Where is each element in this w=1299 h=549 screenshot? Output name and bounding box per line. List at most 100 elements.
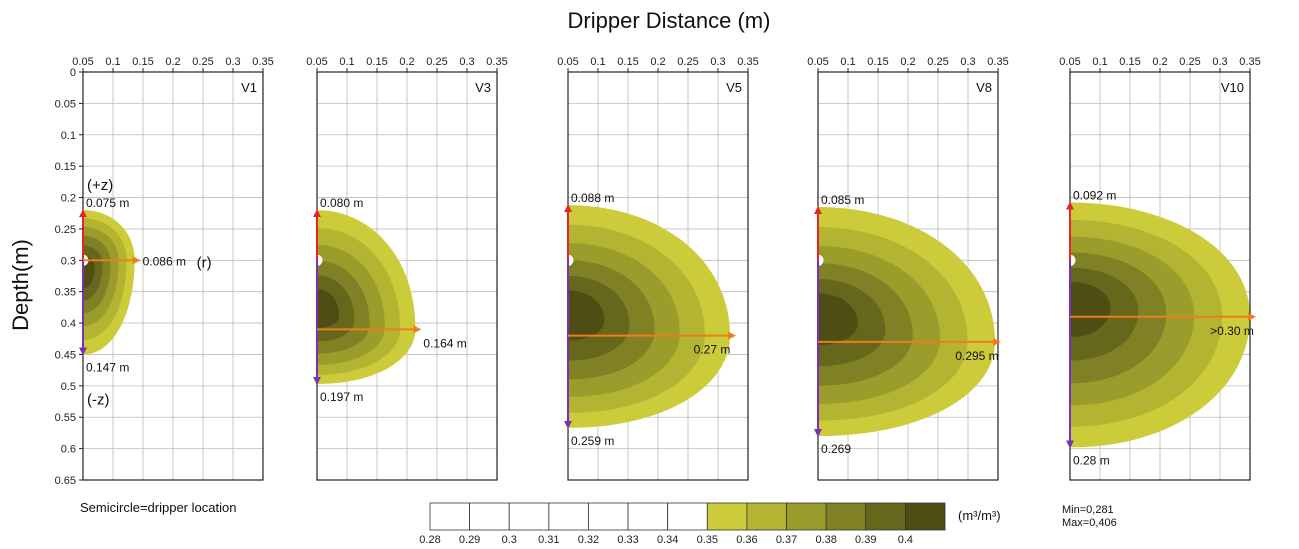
x-tick-label: 0.05 (807, 56, 828, 68)
upward-extent-label: 0.085 m (821, 193, 864, 207)
colorbar-bin (429, 502, 471, 531)
panel-label: V8 (976, 80, 992, 95)
x-tick-label: 0.15 (366, 56, 387, 68)
colorbar-min-label: Min=0,281 (1062, 504, 1114, 516)
colorbar-bin (904, 502, 946, 531)
y-tick-label: 0.6 (61, 444, 76, 456)
colorbar-bin (786, 502, 827, 531)
downward-extent-label: 0.147 m (86, 360, 129, 374)
x-tick-label: 0.2 (165, 56, 180, 68)
upward-extent-label: 0.075 m (86, 196, 129, 210)
x-tick-label: 0.15 (867, 56, 888, 68)
contour-level (818, 293, 858, 345)
colorbar-bin (588, 502, 629, 531)
upward-extent-label: 0.080 m (320, 196, 363, 210)
panel-label: V5 (726, 80, 742, 95)
x-tick-label: 0.25 (1179, 56, 1200, 68)
x-tick-label: 0.25 (677, 56, 698, 68)
y-tick-label: 0.3 (61, 255, 76, 267)
colorbar-tick-label: 0.35 (697, 534, 718, 546)
x-tick-label: 0.25 (927, 56, 948, 68)
colorbar-bin (667, 502, 708, 531)
x-tick-label: 0.3 (459, 56, 474, 68)
panel-label: V1 (241, 80, 257, 95)
x-tick-label: 0.05 (72, 56, 93, 68)
y-tick-label: 0.35 (55, 287, 76, 299)
x-tick-label: 0.35 (1239, 56, 1260, 68)
panels: 0.05 0.1 0.15 0.2 0.25 0.3 0.35 V1 0.075 m 0.147 … (72, 56, 1261, 481)
downward-extent-label: 0.269 (821, 442, 851, 456)
x-tick-label: 0.05 (1059, 56, 1080, 68)
moisture-contours (818, 206, 995, 437)
radial-axis-label: (r) (197, 254, 212, 271)
colorbar-tick-label: 0.32 (578, 534, 599, 546)
downward-extent-label: 0.259 m (571, 434, 614, 448)
y-tick-label: 0.1 (61, 130, 76, 142)
x-tick-label: 0.3 (710, 56, 725, 68)
colorbar-tick-label: 0.37 (776, 534, 797, 546)
x-tick-label: 0.2 (1152, 56, 1167, 68)
colorbar-max-label: Max=0,406 (1062, 517, 1117, 529)
x-tick-label: 0.3 (225, 56, 240, 68)
panel-label: V10 (1221, 80, 1244, 95)
contour-level (568, 290, 605, 341)
panel-v3: 0.05 0.1 0.15 0.2 0.25 0.3 0.35 V3 0.080 m 0.197 … (306, 56, 508, 481)
panel-v5: 0.05 0.1 0.15 0.2 0.25 0.3 0.35 V5 0.088 m 0.259 … (557, 56, 759, 481)
colorbar-tick-label: 0.33 (617, 534, 638, 546)
x-tick-label: 0.1 (590, 56, 605, 68)
colorbar-tick-label: 0.36 (736, 534, 757, 546)
upward-extent-label: 0.092 m (1073, 189, 1116, 203)
contour-level (1070, 282, 1111, 338)
x-tick-label: 0.1 (339, 56, 354, 68)
y-tick-label: 0.55 (55, 412, 76, 424)
colorbar-tick-label: 0.38 (815, 534, 836, 546)
panel-v8: 0.05 0.1 0.15 0.2 0.25 0.3 0.35 V8 0.085 m 0.269 0… (807, 56, 1009, 481)
x-tick-label: 0.2 (900, 56, 915, 68)
y-tick-label: 0.5 (61, 381, 76, 393)
x-tick-label: 0.1 (1092, 56, 1107, 68)
colorbar-tick-label: 0.29 (459, 534, 480, 546)
dripper-location-note: Semicircle=dripper location (80, 500, 236, 515)
positive-z-label: (+z) (87, 177, 113, 194)
x-tick-label: 0.05 (306, 56, 327, 68)
radial-extent-label: 0.295 m (955, 349, 998, 363)
colorbar-tick-label: 0.31 (538, 534, 559, 546)
radial-extent-label: 0.164 m (423, 336, 466, 350)
chart-title: Dripper Distance (m) (568, 8, 771, 33)
x-tick-label: 0.1 (105, 56, 120, 68)
negative-z-label: (-z) (87, 391, 110, 408)
moisture-contours (83, 210, 135, 355)
panel-label: V3 (475, 80, 491, 95)
x-tick-label: 0.2 (650, 56, 665, 68)
colorbar-bin (508, 502, 550, 531)
x-tick-label: 0.05 (557, 56, 578, 68)
contour-level (317, 288, 340, 329)
x-tick-label: 0.1 (840, 56, 855, 68)
colorbar-unit: (m³/m³) (958, 508, 1001, 523)
upward-extent-label: 0.088 m (571, 191, 614, 205)
y-tick-label: 0.2 (61, 193, 76, 205)
colorbar-tick-label: 0.34 (657, 534, 678, 546)
y-tick-label: 0.4 (61, 318, 76, 330)
x-tick-label: 0.3 (960, 56, 975, 68)
colorbar-bin (865, 502, 906, 531)
y-tick-label: 0.25 (55, 224, 76, 236)
radial-extent-label: >0.30 m (1210, 324, 1254, 338)
colorbar-bin (548, 502, 589, 531)
y-tick-label: 0.45 (55, 349, 76, 361)
y-tick-label: 0.65 (55, 475, 76, 487)
colorbar-bin (825, 502, 867, 531)
radial-extent-label: 0.086 m (143, 254, 186, 268)
colorbar-tick-label: 0.39 (855, 534, 876, 546)
x-tick-label: 0.35 (987, 56, 1008, 68)
x-tick-label: 0.15 (1119, 56, 1140, 68)
x-tick-label: 0.25 (426, 56, 447, 68)
x-tick-label: 0.15 (617, 56, 638, 68)
x-tick-label: 0.25 (192, 56, 213, 68)
colorbar-bin (469, 502, 510, 531)
colorbar-bin (627, 502, 669, 531)
y-axis-label: Depth(m) (8, 239, 33, 331)
colorbar-bin (746, 502, 787, 531)
x-tick-label: 0.35 (486, 56, 507, 68)
